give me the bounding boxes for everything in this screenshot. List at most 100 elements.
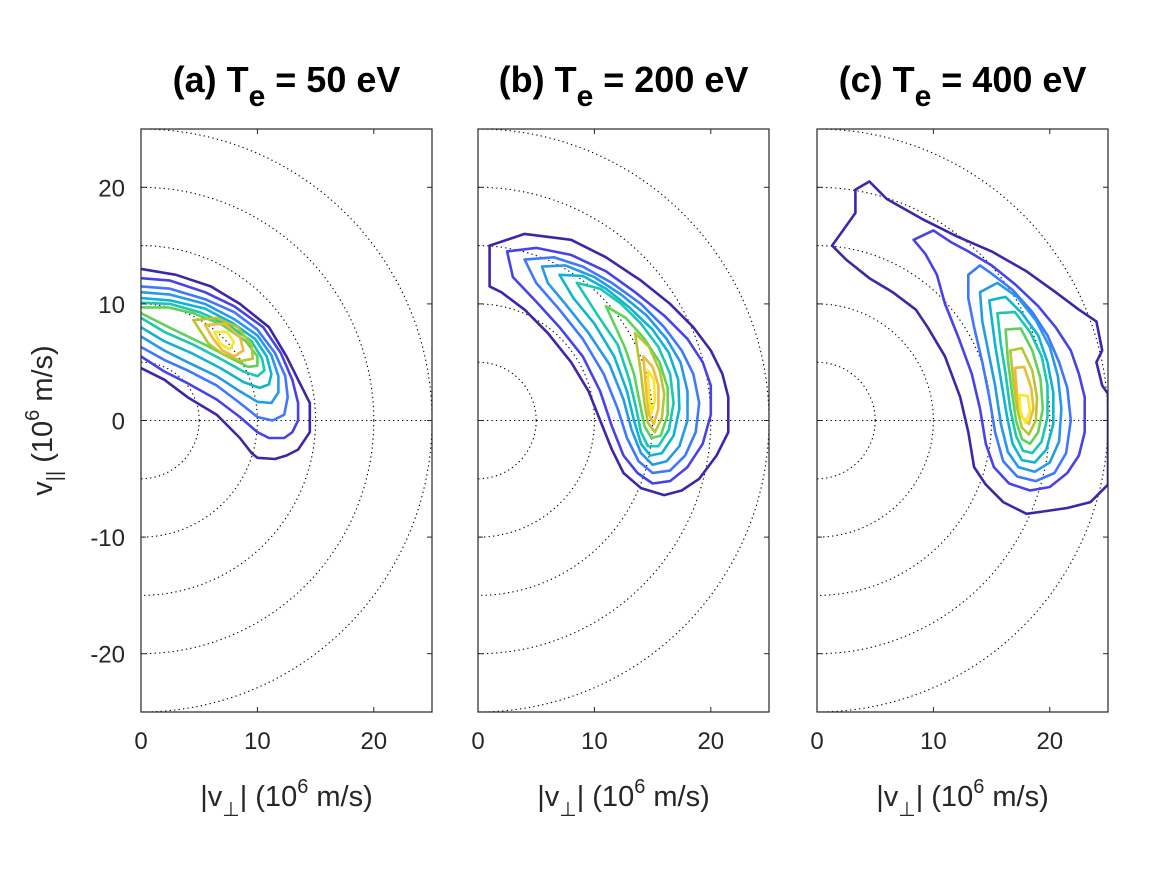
contour-level-8 — [192, 316, 254, 363]
contour-level-5 — [558, 273, 681, 457]
contour-level-8 — [1008, 346, 1039, 436]
text-fragment: |v — [200, 781, 223, 813]
contour-level-10 — [646, 369, 657, 415]
text-fragment: ⊥ — [898, 799, 915, 821]
y-tick-label: 20 — [98, 175, 125, 202]
panel-c: 0 10 20 (c) Te = 400 eV |v⊥| (106 m/s) — [810, 59, 1109, 821]
text-fragment: |v — [537, 781, 560, 813]
text-fragment: e — [249, 80, 266, 113]
text-fragment: = 400 eV — [931, 59, 1086, 100]
text-fragment: | (10 — [916, 781, 974, 813]
contour-level-4 — [978, 281, 1063, 474]
grid-circle — [478, 303, 595, 538]
panel-a: 0 10 20 20 10 0 -10 -20 (a) Te = 50 eV |v⊥| (106 … — [22, 59, 433, 821]
contour-level-3 — [141, 285, 289, 422]
contour-level-10 — [1018, 393, 1032, 425]
contour-level-7 — [1004, 327, 1045, 446]
contour-level-5 — [988, 295, 1055, 464]
text-fragment: (10 — [27, 421, 59, 471]
y-axis-label: v|| (106 m/s) — [22, 345, 66, 495]
text-fragment: | (10 — [577, 781, 635, 813]
x-tick-label: 10 — [920, 728, 947, 755]
contour-level-7 — [604, 304, 669, 440]
text-fragment: || — [44, 471, 66, 481]
contour-set — [141, 267, 312, 461]
text-fragment: (a) T — [173, 59, 249, 100]
contour-level-2 — [912, 229, 1086, 492]
contour-level-9 — [642, 355, 660, 426]
contour-level-5 — [141, 296, 273, 390]
contour-set — [488, 232, 730, 497]
text-fragment: | (10 — [240, 781, 298, 813]
text-fragment: m/s) — [308, 781, 372, 813]
axes-box — [477, 128, 770, 713]
text-fragment: m/s) — [984, 781, 1048, 813]
grid-circle — [141, 186, 375, 655]
x-tick-label: 20 — [697, 728, 724, 755]
text-fragment: 6 — [973, 776, 984, 798]
x-tick-label: 0 — [471, 728, 484, 755]
text-fragment: (b) T — [499, 59, 577, 100]
x-tick-label: 10 — [581, 728, 608, 755]
text-fragment: ⊥ — [222, 799, 239, 821]
x-axis-label: |v⊥| (106 m/s) — [537, 776, 710, 821]
text-fragment: v — [27, 481, 59, 496]
contour-level-1 — [488, 232, 730, 497]
grid-circle — [141, 361, 200, 480]
x-tick-label: 0 — [810, 728, 823, 755]
contour-level-6 — [141, 301, 266, 378]
text-fragment: (c) T — [839, 59, 915, 100]
y-tick-label: 0 — [112, 409, 125, 436]
axes-box — [816, 128, 1109, 713]
panel-title: (b) Te = 200 eV — [499, 59, 749, 113]
x-tick-label: 10 — [244, 728, 271, 755]
text-fragment: = 200 eV — [593, 59, 748, 100]
x-axis-label: |v⊥| (106 m/s) — [876, 776, 1049, 821]
grid-circle — [478, 361, 537, 480]
polar-grid — [817, 129, 1108, 712]
grid-circle — [478, 186, 712, 655]
contour-level-3 — [967, 264, 1073, 483]
x-tick-label: 0 — [134, 728, 147, 755]
contour-level-4 — [540, 264, 689, 467]
text-fragment: e — [915, 80, 932, 113]
contour-level-6 — [575, 281, 675, 448]
contour-level-9 — [203, 322, 245, 358]
contour-level-2 — [505, 246, 713, 485]
y-tick-label: -20 — [90, 642, 125, 669]
contour-level-10 — [213, 330, 236, 351]
contour-set — [830, 180, 1108, 516]
text-fragment: m/s) — [645, 781, 709, 813]
text-fragment: |v — [876, 781, 899, 813]
contour-level-1 — [830, 180, 1108, 516]
text-fragment: ⊥ — [559, 799, 576, 821]
grid-circle — [141, 303, 258, 538]
panel-title: (a) Te = 50 eV — [173, 59, 401, 113]
grid-circle — [817, 303, 934, 538]
text-fragment: m/s) — [27, 345, 59, 409]
contour-level-7 — [141, 306, 259, 369]
text-fragment: 6 — [22, 410, 44, 421]
y-tick-label: 10 — [98, 292, 125, 319]
panel-title: (c) Te = 400 eV — [839, 59, 1087, 113]
contour-level-6 — [996, 310, 1049, 455]
x-axis-label: |v⊥| (106 m/s) — [200, 776, 373, 821]
grid-circle — [817, 186, 1051, 655]
polar-grid — [141, 129, 432, 712]
contour-level-2 — [141, 276, 300, 440]
text-fragment: = 50 eV — [265, 59, 400, 100]
grid-circle — [817, 361, 876, 480]
x-tick-label: 20 — [1036, 728, 1063, 755]
contour-level-3 — [523, 256, 701, 475]
text-fragment: 6 — [297, 776, 308, 798]
panel-b: 0 10 20 (b) Te = 200 eV |v⊥| (106 m/s) — [471, 59, 770, 821]
y-tick-label: -10 — [90, 525, 125, 552]
text-fragment: e — [577, 80, 594, 113]
grid-circle — [141, 245, 317, 596]
axes-box — [140, 128, 433, 713]
x-tick-label: 20 — [360, 728, 387, 755]
contour-level-9 — [1013, 365, 1035, 426]
text-fragment: 6 — [634, 776, 645, 798]
contour-level-4 — [141, 290, 280, 405]
